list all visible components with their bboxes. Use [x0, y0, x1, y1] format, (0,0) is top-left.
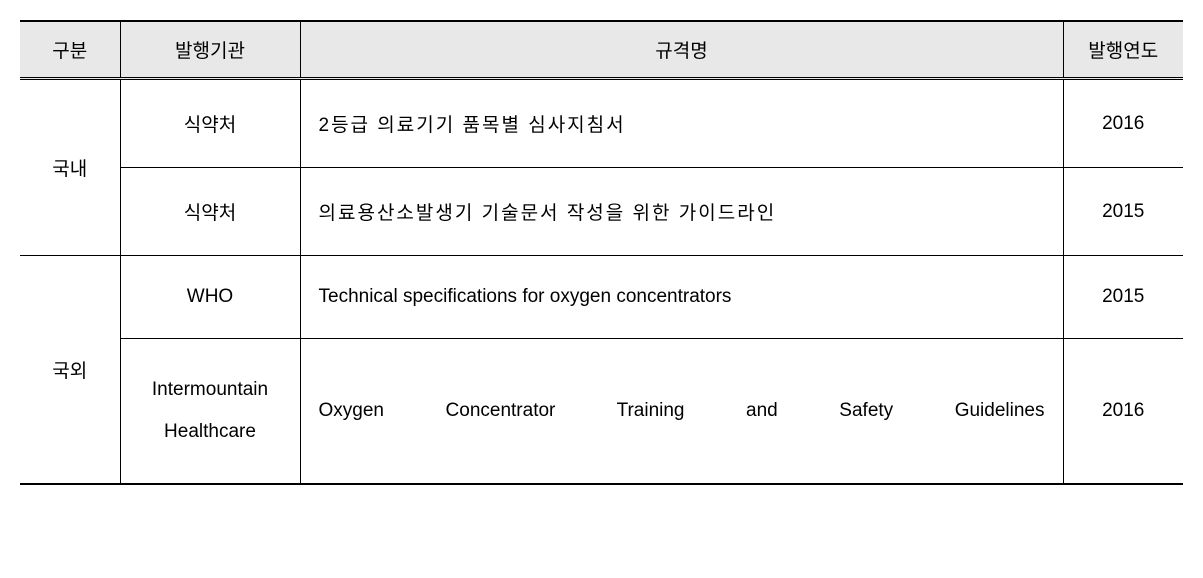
table-header: 구분 발행기관 규격명 발행연도 [20, 21, 1183, 79]
cell-issuer: 식약처 [120, 79, 300, 168]
standards-table-wrapper: 구분 발행기관 규격명 발행연도 국내 식약처 2등급 의료기기 품목별 심사지… [20, 20, 1183, 485]
cell-year: 2016 [1063, 339, 1183, 484]
cell-year: 2015 [1063, 168, 1183, 256]
table-row: 식약처 의료용산소발생기 기술문서 작성을 위한 가이드라인 2015 [20, 168, 1183, 256]
standards-table: 구분 발행기관 규격명 발행연도 국내 식약처 2등급 의료기기 품목별 심사지… [20, 20, 1183, 485]
cell-spec-name: 2등급 의료기기 품목별 심사지침서 [300, 79, 1063, 168]
table-body: 국내 식약처 2등급 의료기기 품목별 심사지침서 2016 식약처 의료용산소… [20, 79, 1183, 484]
header-issuer: 발행기관 [120, 21, 300, 79]
header-year: 발행연도 [1063, 21, 1183, 79]
cell-issuer: WHO [120, 256, 300, 339]
cell-year: 2016 [1063, 79, 1183, 168]
cell-issuer: Intermountain Healthcare [120, 339, 300, 484]
cell-category-domestic: 국내 [20, 79, 120, 256]
cell-category-foreign: 국외 [20, 256, 120, 484]
header-category: 구분 [20, 21, 120, 79]
cell-year: 2015 [1063, 256, 1183, 339]
table-row: Intermountain Healthcare Oxygen Concentr… [20, 339, 1183, 484]
table-row: 국내 식약처 2등급 의료기기 품목별 심사지침서 2016 [20, 79, 1183, 168]
table-row: 국외 WHO Technical specifications for oxyg… [20, 256, 1183, 339]
header-spec-name: 규격명 [300, 21, 1063, 79]
cell-spec-name: Technical specifications for oxygen conc… [300, 256, 1063, 339]
cell-spec-name: 의료용산소발생기 기술문서 작성을 위한 가이드라인 [300, 168, 1063, 256]
header-row: 구분 발행기관 규격명 발행연도 [20, 21, 1183, 79]
cell-issuer: 식약처 [120, 168, 300, 256]
cell-spec-name: Oxygen Concentrator Training and Safety … [300, 339, 1063, 484]
